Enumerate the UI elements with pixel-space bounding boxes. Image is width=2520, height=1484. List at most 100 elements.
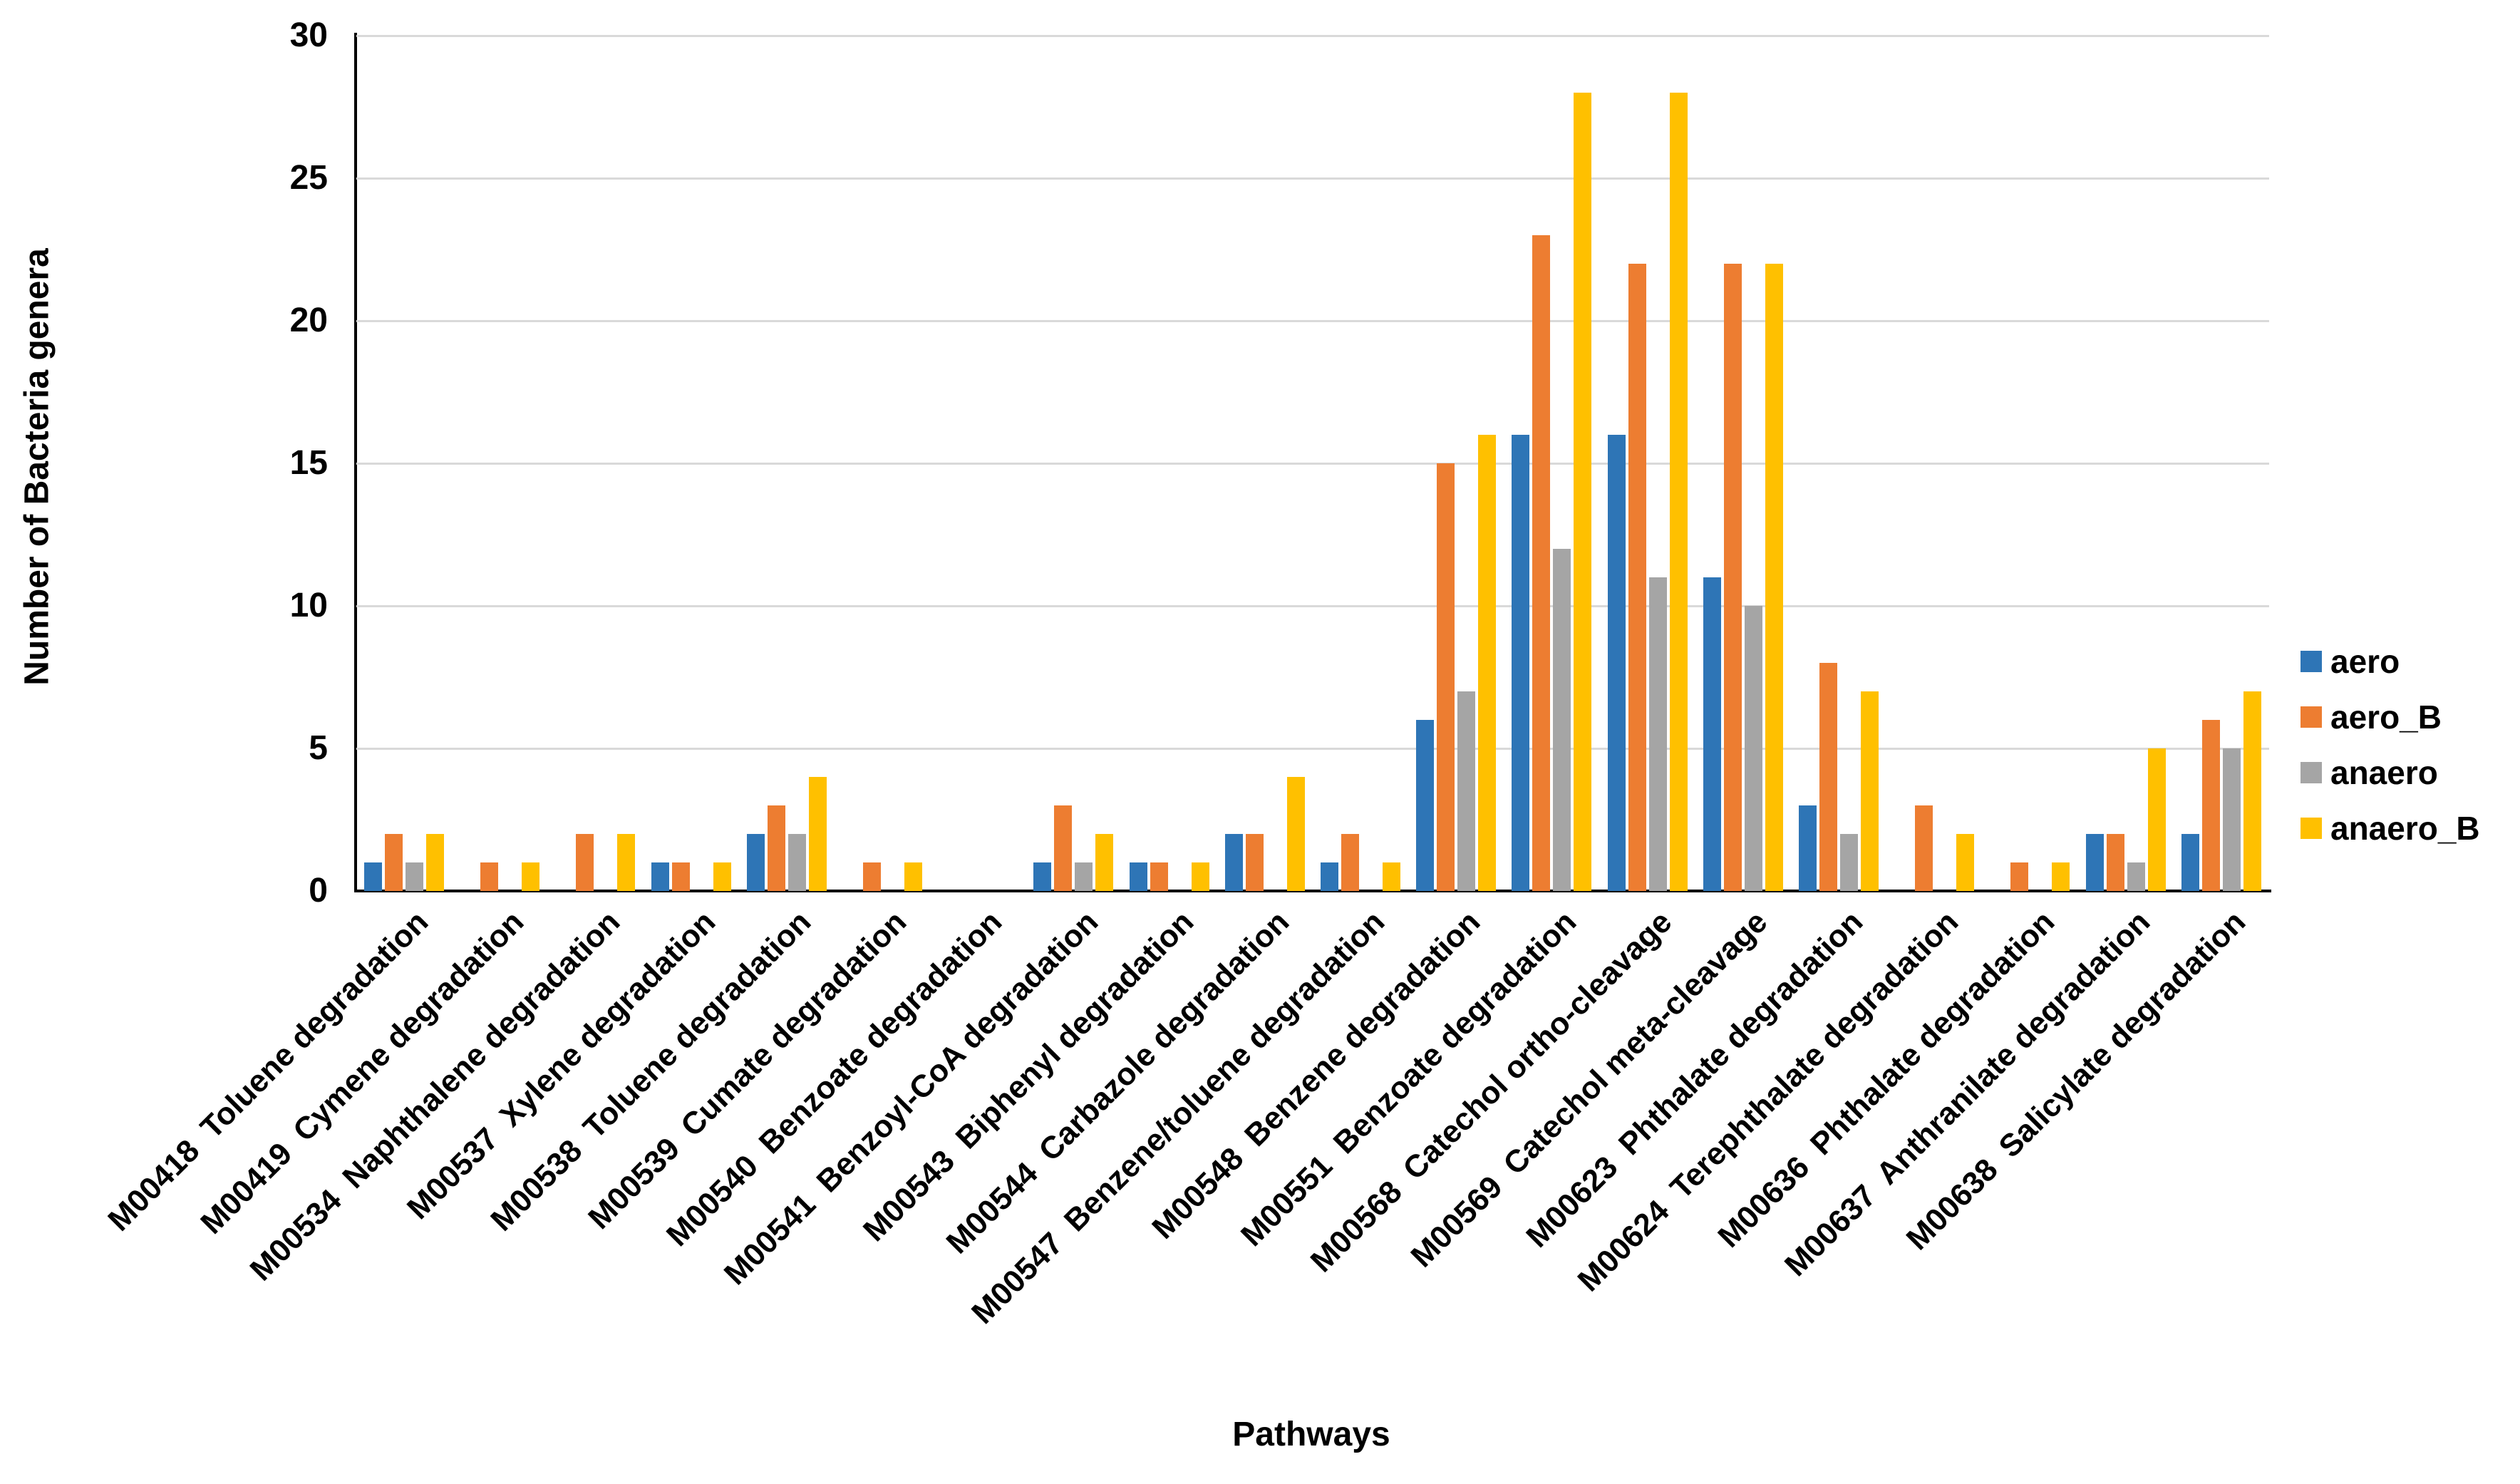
bar-aero_B — [1245, 834, 1264, 891]
bar-aero — [1129, 862, 1147, 891]
bar-group — [1982, 36, 2077, 891]
bar-aero_B — [767, 805, 785, 891]
bar-anaero_B — [1191, 862, 1209, 891]
bar-anaero_B — [1669, 93, 1688, 891]
bar-aero_B — [1819, 663, 1838, 891]
legend-item-aero: aero — [2300, 643, 2480, 680]
bar-anaero_B — [2243, 691, 2261, 891]
legend-label: aero_B — [2330, 699, 2442, 736]
bar-anaero_B — [426, 834, 445, 891]
gridline-y-15 — [356, 463, 2269, 465]
bar-group — [1886, 36, 1982, 891]
bar-anaero_B — [1478, 435, 1497, 891]
bar-aero_B — [1341, 834, 1360, 891]
bar-group — [2078, 36, 2174, 891]
bar-group — [835, 36, 930, 891]
y-tick-label: 30 — [289, 16, 328, 54]
bar-group — [1791, 36, 1886, 891]
legend-swatch-icon — [2300, 762, 2322, 783]
bar-anaero_B — [1574, 93, 1592, 891]
bar-anaero_B — [713, 862, 731, 891]
bar-aero — [364, 862, 383, 891]
bar-anaero — [1457, 691, 1476, 891]
bar-group — [739, 36, 835, 891]
bar-aero_B — [1437, 463, 1455, 891]
bar-anaero — [788, 834, 806, 891]
gridline-y-20 — [356, 320, 2269, 322]
y-tick-label: 25 — [289, 159, 328, 197]
bar-group — [1313, 36, 1408, 891]
x-axis-line — [354, 890, 2271, 892]
bar-anaero — [1075, 862, 1093, 891]
bar-aero — [651, 862, 669, 891]
bar-aero — [1416, 720, 1435, 891]
gridline-y-5 — [356, 748, 2269, 750]
bar-anaero — [1744, 606, 1762, 891]
bar-aero — [2085, 834, 2104, 891]
legend-label: aero — [2330, 643, 2400, 680]
bar-group — [1504, 36, 1599, 891]
y-tick-label: 20 — [289, 302, 328, 339]
bar-aero_B — [1532, 235, 1551, 891]
legend-item-anaero: anaero — [2300, 754, 2480, 791]
bar-group — [930, 36, 1026, 891]
legend-item-aero_B: aero_B — [2300, 699, 2480, 736]
bar-anaero_B — [1765, 264, 1783, 891]
bar-group — [1217, 36, 1313, 891]
legend-swatch-icon — [2300, 706, 2322, 728]
bar-anaero_B — [1286, 777, 1305, 891]
bar-group — [452, 36, 547, 891]
bar-group — [1026, 36, 1121, 891]
gridline-y-30 — [356, 35, 2269, 37]
bar-group — [1122, 36, 1217, 891]
bar-anaero — [2222, 748, 2241, 891]
bar-group — [356, 36, 452, 891]
bar-anaero — [1840, 834, 1859, 891]
bar-aero_B — [2201, 720, 2220, 891]
bar-aero — [1321, 862, 1339, 891]
bar-anaero_B — [1956, 834, 1975, 891]
bar-aero_B — [2010, 862, 2029, 891]
legend-label: anaero — [2330, 754, 2438, 791]
legend-label: anaero_B — [2330, 810, 2480, 847]
bar-aero_B — [2106, 834, 2124, 891]
bar-aero_B — [576, 834, 594, 891]
bar-anaero_B — [904, 862, 923, 891]
bar-aero — [1033, 862, 1052, 891]
bar-anaero — [406, 862, 424, 891]
bar-anaero_B — [2147, 748, 2166, 891]
bar-anaero — [1553, 549, 1571, 891]
bar-aero — [1799, 805, 1817, 891]
bar-anaero_B — [2052, 862, 2070, 891]
legend-item-anaero_B: anaero_B — [2300, 810, 2480, 847]
bar-anaero_B — [617, 834, 636, 891]
bar-aero_B — [1054, 805, 1073, 891]
bar-anaero_B — [1383, 862, 1401, 891]
bar-aero_B — [1150, 862, 1168, 891]
bar-aero_B — [1628, 264, 1646, 891]
y-tick-label: 5 — [309, 729, 328, 767]
bar-anaero — [2127, 862, 2145, 891]
bar-aero_B — [1915, 805, 1933, 891]
bar-aero_B — [863, 862, 882, 891]
bar-anaero_B — [1095, 834, 1114, 891]
bar-anaero — [1648, 577, 1667, 891]
bar-anaero_B — [522, 862, 540, 891]
y-tick-label: 15 — [289, 444, 328, 482]
bar-group — [547, 36, 643, 891]
y-axis-title: Number of Bacteria genera — [18, 248, 56, 686]
bar-aero_B — [1723, 264, 1742, 891]
bar-anaero_B — [1861, 691, 1879, 891]
y-tick-label: 0 — [309, 872, 328, 910]
bar-aero — [746, 834, 765, 891]
bar-aero_B — [480, 862, 499, 891]
bar-aero — [1224, 834, 1243, 891]
legend-swatch-icon — [2300, 651, 2322, 672]
x-axis-title: Pathways — [1232, 1416, 1390, 1453]
bar-group — [1408, 36, 1504, 891]
bar-aero_B — [385, 834, 403, 891]
bar-anaero_B — [808, 777, 827, 891]
gridline-y-10 — [356, 605, 2269, 607]
